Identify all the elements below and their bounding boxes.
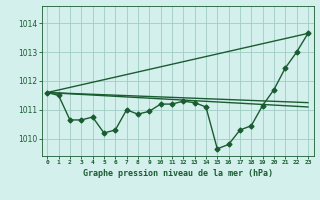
X-axis label: Graphe pression niveau de la mer (hPa): Graphe pression niveau de la mer (hPa)	[83, 169, 273, 178]
